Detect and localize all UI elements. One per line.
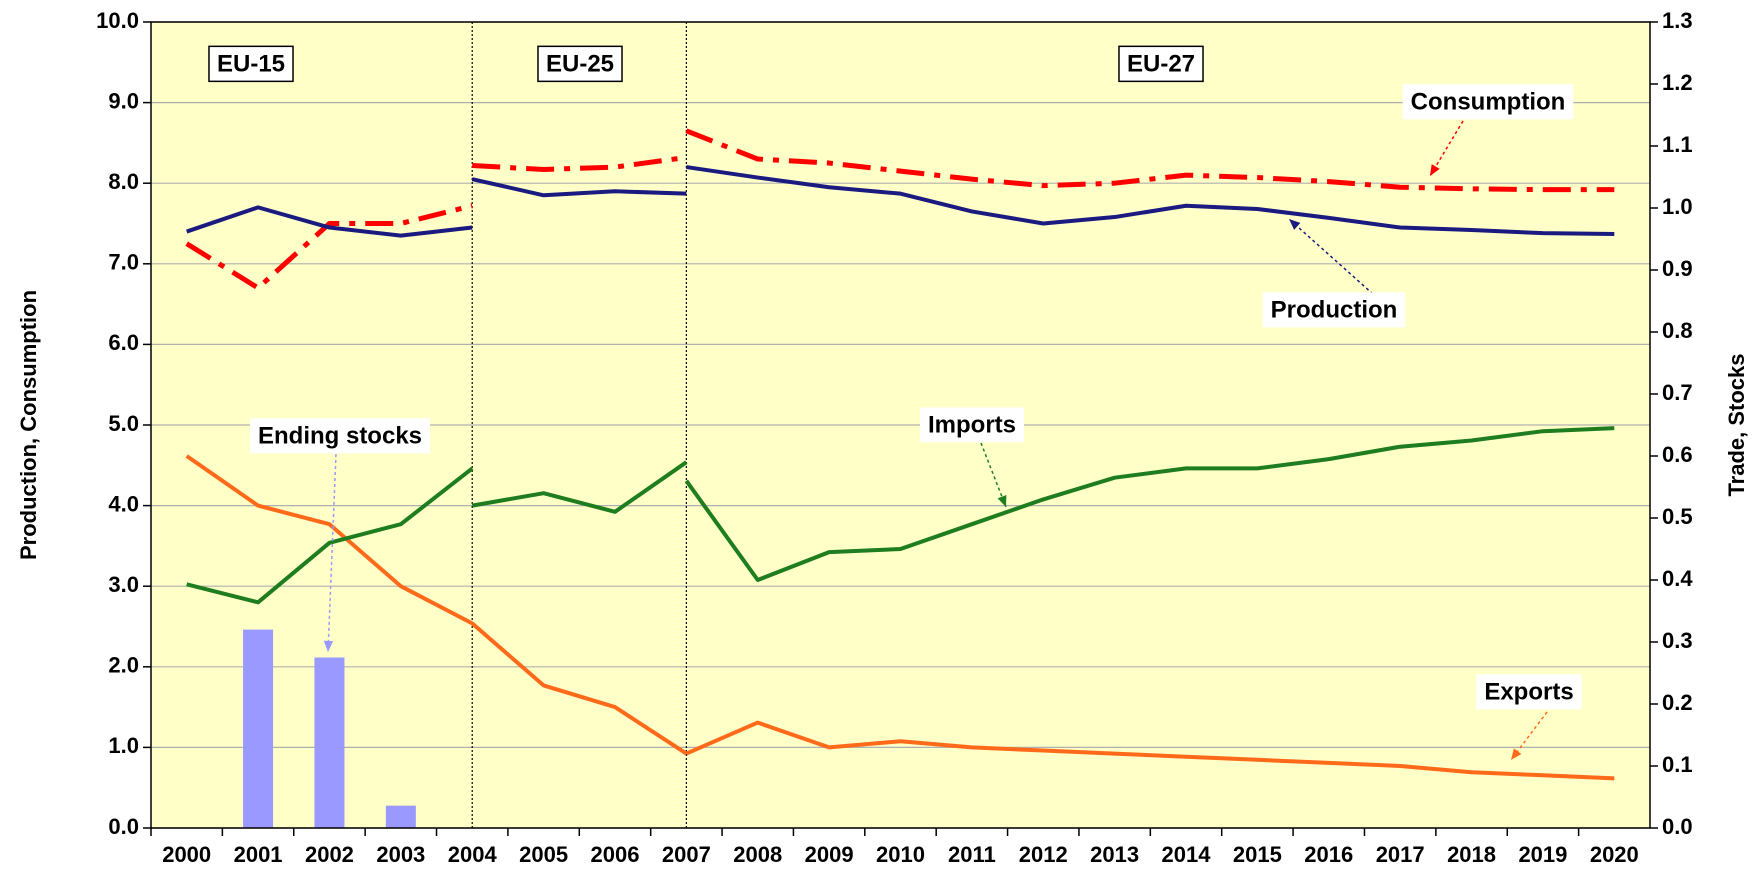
- y2-tick-label: 0.2: [1662, 690, 1693, 715]
- x-tick-label: 2003: [376, 842, 425, 867]
- x-tick-label: 2002: [305, 842, 354, 867]
- y2-tick-label: 1.2: [1662, 70, 1693, 95]
- period-label-text: EU-27: [1127, 50, 1195, 77]
- y-tick-label: 5.0: [108, 411, 139, 436]
- y-tick-label: 7.0: [108, 250, 139, 275]
- y-tick-label: 10.0: [96, 8, 139, 33]
- x-tick-label: 2005: [519, 842, 568, 867]
- y2-tick-label: 0.0: [1662, 814, 1693, 839]
- x-tick-label: 2020: [1590, 842, 1639, 867]
- x-tick-label: 2013: [1090, 842, 1139, 867]
- x-tick-label: 2019: [1518, 842, 1567, 867]
- y2-tick-label: 0.3: [1662, 628, 1693, 653]
- series-label-text: Production: [1271, 296, 1398, 323]
- period-label-text: EU-25: [546, 50, 614, 77]
- y-tick-label: 4.0: [108, 491, 139, 516]
- period-label: EU-25: [537, 45, 623, 83]
- x-tick-label: 2018: [1447, 842, 1496, 867]
- y-tick-label: 2.0: [108, 653, 139, 678]
- bar: [314, 657, 345, 828]
- x-tick-label: 2009: [805, 842, 854, 867]
- x-tick-label: 2008: [733, 842, 782, 867]
- x-tick-label: 2012: [1019, 842, 1068, 867]
- y2-tick-label: 1.0: [1662, 194, 1693, 219]
- y2-tick-label: 0.4: [1662, 566, 1693, 591]
- y2-tick-label: 1.3: [1662, 8, 1693, 33]
- series-label: Imports: [919, 407, 1025, 443]
- series-label-text: Consumption: [1411, 88, 1566, 115]
- arrow-head: [1511, 748, 1522, 760]
- y-tick-label: 9.0: [108, 88, 139, 113]
- period-label-text: EU-15: [217, 50, 285, 77]
- y2-tick-label: 0.5: [1662, 504, 1693, 529]
- y-tick-label: 1.0: [108, 733, 139, 758]
- x-tick-label: 2011: [948, 842, 996, 867]
- period-label: EU-27: [1118, 45, 1204, 83]
- period-label: EU-15: [208, 45, 294, 83]
- line-series: [185, 128, 1615, 291]
- plot-frame: [150, 21, 1651, 829]
- callout-arrow: [1429, 120, 1464, 177]
- line-series: [185, 454, 1615, 781]
- callout-arrow: [1288, 218, 1374, 295]
- series-label-box: [249, 418, 431, 454]
- y-axis-label: Production, Consumption: [16, 290, 41, 560]
- series-label: Consumption: [1402, 84, 1574, 120]
- x-tick-label: 2010: [876, 842, 925, 867]
- y-tick-label: 6.0: [108, 330, 139, 355]
- series-label-text: Ending stocks: [258, 422, 422, 449]
- period-label-box: [208, 45, 294, 83]
- y-tick-label: 3.0: [108, 572, 139, 597]
- x-tick-label: 2017: [1376, 842, 1425, 867]
- series-label-box: [1402, 84, 1574, 120]
- x-tick-label: 2000: [162, 842, 211, 867]
- period-label-box: [537, 45, 623, 83]
- series-label: Ending stocks: [249, 418, 431, 454]
- x-tick-label: 2006: [590, 842, 639, 867]
- x-tick-label: 2014: [1162, 842, 1212, 867]
- series-label-box: [1262, 292, 1406, 328]
- line-series: [186, 165, 1615, 238]
- x-tick-label: 2015: [1233, 842, 1282, 867]
- y2-tick-label: 0.9: [1662, 256, 1693, 281]
- x-tick-label: 2007: [662, 842, 711, 867]
- series-label-text: Imports: [928, 411, 1016, 438]
- x-tick-label: 2001: [234, 842, 283, 867]
- y2-tick-label: 0.6: [1662, 442, 1693, 467]
- period-label-box: [1118, 45, 1204, 83]
- y2-tick-label: 0.1: [1662, 752, 1693, 777]
- y2-axis-label: Trade, Stocks: [1724, 353, 1749, 496]
- series-label: Exports: [1476, 674, 1582, 710]
- y2-tick-label: 0.8: [1662, 318, 1693, 343]
- y2-tick-label: 0.7: [1662, 380, 1693, 405]
- series-label-text: Exports: [1484, 678, 1573, 705]
- arrow-head: [323, 640, 334, 652]
- bar: [385, 805, 416, 828]
- bar: [243, 629, 274, 828]
- series-label: Production: [1262, 292, 1406, 328]
- y2-tick-label: 1.1: [1662, 132, 1693, 157]
- arrow-head: [997, 495, 1007, 507]
- x-tick-label: 2004: [448, 842, 498, 867]
- line-series: [186, 426, 1615, 605]
- x-tick-label: 2016: [1304, 842, 1353, 867]
- arrow-head: [1289, 219, 1301, 230]
- y-tick-label: 0.0: [108, 814, 139, 839]
- series-label-box: [1476, 674, 1582, 710]
- series-label-box: [919, 407, 1025, 443]
- arrow-head: [1430, 164, 1440, 176]
- y-tick-label: 8.0: [108, 169, 139, 194]
